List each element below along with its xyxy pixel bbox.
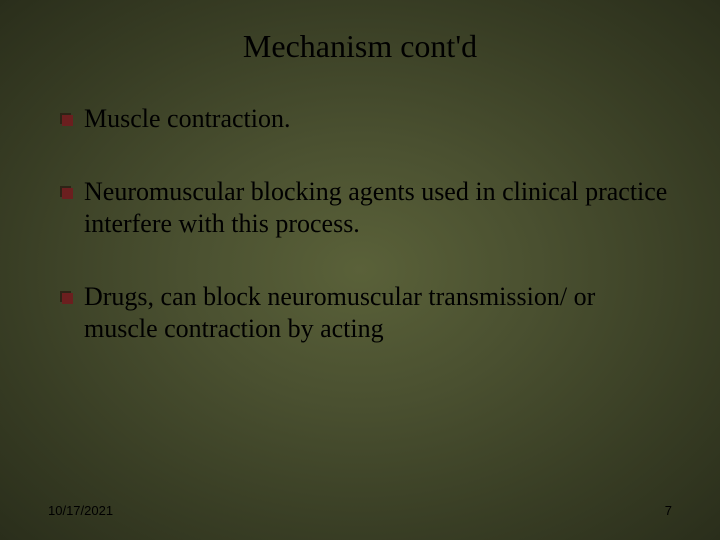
bullet-item: Neuromuscular blocking agents used in cl…	[60, 176, 672, 241]
bullet-text: Neuromuscular blocking agents used in cl…	[84, 177, 667, 239]
bullet-list: Muscle contraction. Neuromuscular blocki…	[48, 103, 672, 346]
bullet-icon	[60, 291, 71, 302]
footer-date: 10/17/2021	[48, 503, 113, 518]
bullet-icon	[60, 186, 71, 197]
slide-title: Mechanism cont'd	[48, 28, 672, 65]
slide-container: Mechanism cont'd Muscle contraction. Neu…	[0, 0, 720, 540]
bullet-icon	[60, 113, 71, 124]
bullet-text: Drugs, can block neuromuscular transmiss…	[84, 282, 595, 344]
bullet-text: Muscle contraction.	[84, 104, 291, 133]
footer-page-number: 7	[665, 503, 672, 518]
bullet-item: Drugs, can block neuromuscular transmiss…	[60, 281, 672, 346]
bullet-item: Muscle contraction.	[60, 103, 672, 136]
